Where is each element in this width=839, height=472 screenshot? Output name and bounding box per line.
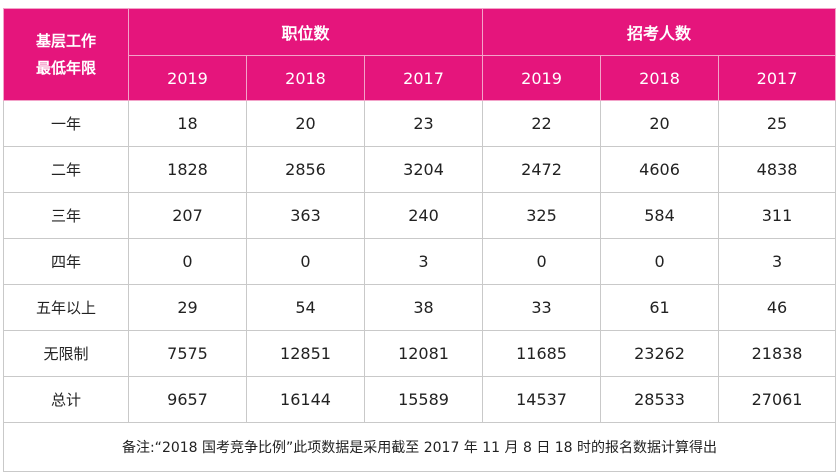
table-cell: 2856 bbox=[246, 146, 365, 193]
table-cell: 16144 bbox=[246, 376, 365, 423]
group-header-positions: 职位数 bbox=[127, 8, 484, 56]
table-cell: 23262 bbox=[600, 330, 720, 377]
table-cell: 11685 bbox=[482, 330, 602, 377]
table-cell: 12851 bbox=[246, 330, 365, 377]
table-cell: 27061 bbox=[718, 376, 837, 423]
row-label: 无限制 bbox=[3, 330, 129, 377]
table-cell: 3204 bbox=[363, 146, 484, 193]
table-footer: 备注:“2018 国考竞争比例”此项数据是采用截至 2017 年 11 月 8 … bbox=[2, 422, 837, 472]
table-cell: 20 bbox=[600, 100, 720, 147]
table-cell: 311 bbox=[718, 192, 837, 239]
year-header: 2018 bbox=[246, 55, 365, 101]
table-cell: 584 bbox=[600, 192, 720, 239]
table-cell: 2472 bbox=[482, 146, 602, 193]
table-cell: 0 bbox=[128, 238, 247, 285]
table-row: 一年 18 20 23 22 20 25 bbox=[3, 100, 837, 147]
header-year-row: 2019 2018 2017 2019 2018 2017 bbox=[4, 55, 837, 101]
row-label: 二年 bbox=[3, 146, 129, 193]
footnote-row: 备注:“2018 国考竞争比例”此项数据是采用截至 2017 年 11 月 8 … bbox=[2, 422, 837, 472]
row-label: 总计 bbox=[3, 376, 129, 423]
table-cell: 25 bbox=[718, 100, 837, 147]
table-cell: 240 bbox=[363, 192, 484, 239]
table-cell: 4606 bbox=[600, 146, 720, 193]
group-header-applicants: 招考人数 bbox=[482, 8, 837, 56]
table-cell: 0 bbox=[246, 238, 365, 285]
table-row: 四年 0 0 3 0 0 3 bbox=[3, 238, 837, 285]
table-cell: 22 bbox=[482, 100, 602, 147]
table-cell: 1828 bbox=[128, 146, 247, 193]
header-group-row: 基层工作 最低年限 职位数 招考人数 bbox=[3, 8, 837, 101]
table-row: 无限制 7575 12851 12081 11685 23262 21838 bbox=[3, 330, 837, 377]
table-cell: 38 bbox=[363, 284, 484, 331]
table-cell: 3 bbox=[718, 238, 837, 285]
recruitment-table: 基层工作 最低年限 职位数 招考人数 2019 2018 2017 2019 2… bbox=[2, 8, 837, 472]
footnote: 备注:“2018 国考竞争比例”此项数据是采用截至 2017 年 11 月 8 … bbox=[2, 422, 837, 472]
table-cell: 21838 bbox=[718, 330, 837, 377]
row-label: 一年 bbox=[3, 100, 129, 147]
corner-header: 基层工作 最低年限 bbox=[3, 8, 129, 101]
table-cell: 363 bbox=[246, 192, 365, 239]
year-header: 2019 bbox=[128, 55, 247, 101]
table-row: 五年以上 29 54 38 33 61 46 bbox=[3, 284, 837, 331]
table-cell: 61 bbox=[600, 284, 720, 331]
table-cell: 12081 bbox=[363, 330, 484, 377]
table-row: 二年 1828 2856 3204 2472 4606 4838 bbox=[3, 146, 837, 193]
table-cell: 0 bbox=[600, 238, 720, 285]
table-cell: 18 bbox=[128, 100, 247, 147]
table-cell: 3 bbox=[363, 238, 484, 285]
year-header: 2019 bbox=[482, 55, 602, 101]
year-header: 2017 bbox=[718, 55, 837, 101]
table-cell: 54 bbox=[246, 284, 365, 331]
table-cell: 28533 bbox=[600, 376, 720, 423]
table-cell: 46 bbox=[718, 284, 837, 331]
table-cell: 23 bbox=[363, 100, 484, 147]
table-cell: 33 bbox=[482, 284, 602, 331]
row-label: 四年 bbox=[3, 238, 129, 285]
year-header: 2017 bbox=[363, 55, 484, 101]
row-label: 五年以上 bbox=[3, 284, 129, 331]
table-cell: 325 bbox=[482, 192, 602, 239]
table-cell: 4838 bbox=[718, 146, 837, 193]
corner-label-line2: 最低年限 bbox=[35, 58, 96, 77]
table-cell: 15589 bbox=[363, 376, 484, 423]
table-cell: 0 bbox=[482, 238, 602, 285]
table-cell: 29 bbox=[128, 284, 247, 331]
table-cell: 20 bbox=[246, 100, 365, 147]
table-row: 总计 9657 16144 15589 14537 28533 27061 bbox=[3, 376, 837, 423]
table-cell: 14537 bbox=[482, 376, 602, 423]
table-body: 一年 18 20 23 22 20 25 二年 1828 2856 3204 2472 4606 4838… bbox=[3, 100, 837, 423]
table-cell: 9657 bbox=[128, 376, 247, 423]
table-cell: 7575 bbox=[128, 330, 247, 377]
table-row: 三年 207 363 240 325 584 311 bbox=[3, 192, 837, 239]
table-cell: 207 bbox=[128, 192, 247, 239]
row-label: 三年 bbox=[3, 192, 129, 239]
corner-label-line1: 基层工作 bbox=[35, 31, 96, 50]
table-header: 基层工作 最低年限 职位数 招考人数 2019 2018 2017 2019 2… bbox=[3, 8, 837, 101]
year-header: 2018 bbox=[600, 55, 720, 101]
